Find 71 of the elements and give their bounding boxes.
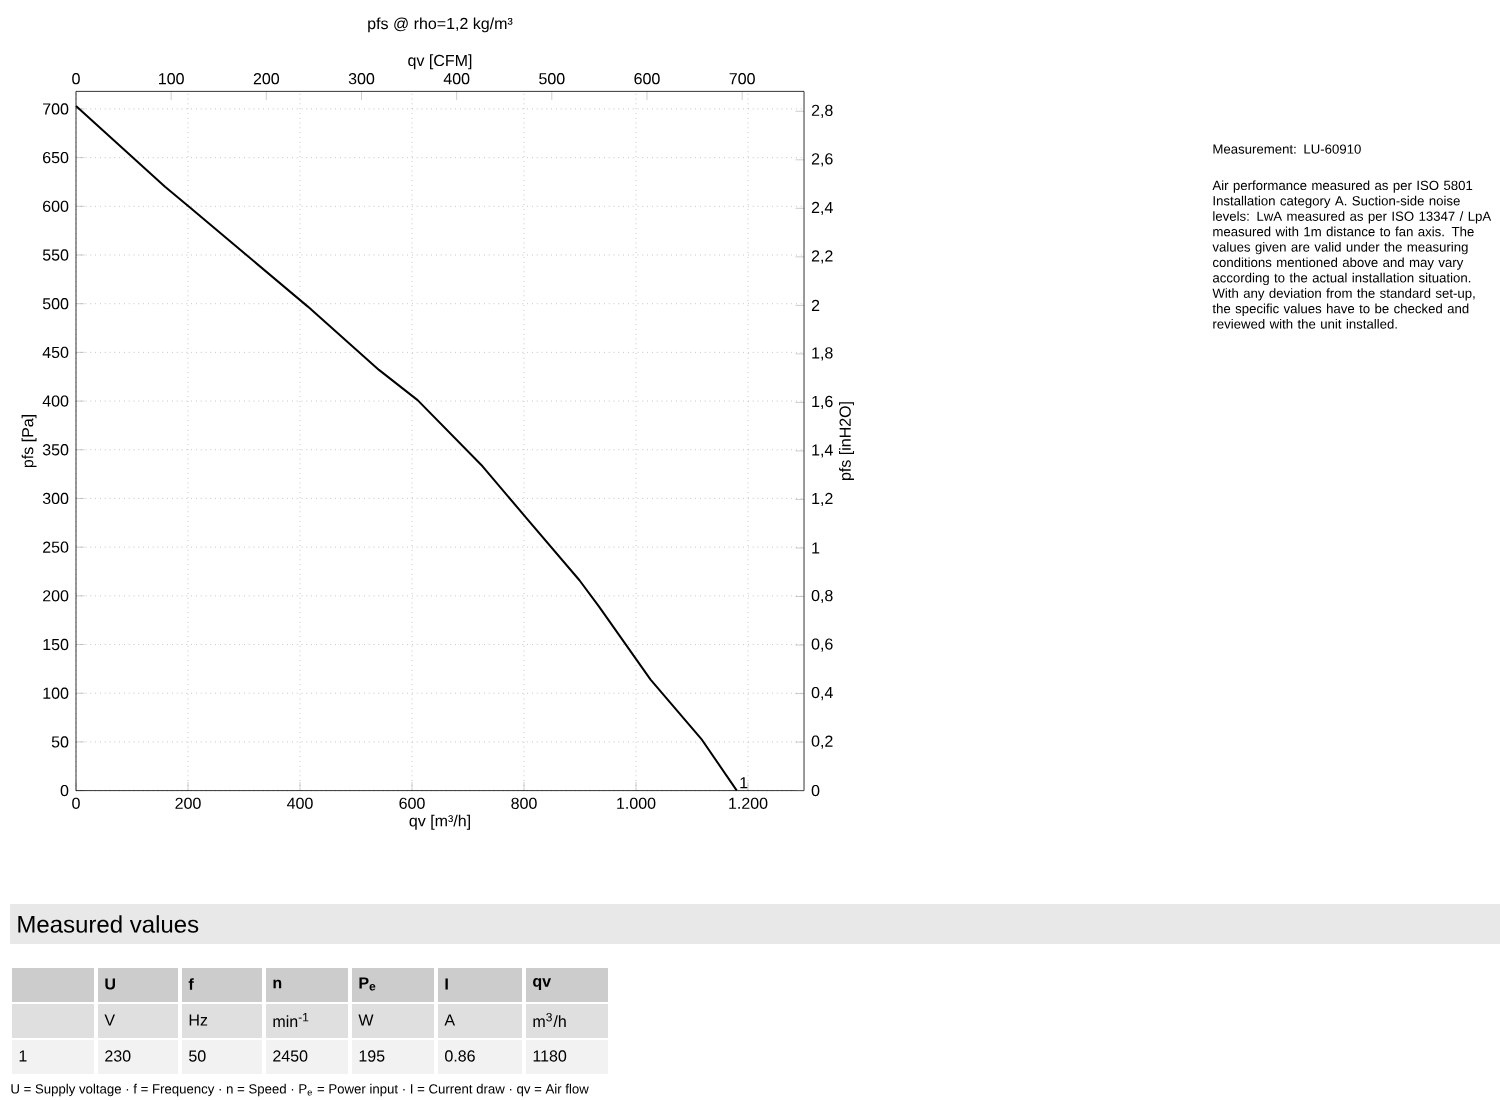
y2-tick-label: 0 — [811, 784, 820, 797]
y-tick-label: 450 — [42, 346, 69, 359]
x2-tick-label: 200 — [253, 73, 280, 85]
y2-tick-label: 2,2 — [811, 250, 833, 264]
y2-tick-label: 1,4 — [812, 444, 833, 458]
text: min$^{-1}$ — [273, 1013, 309, 1027]
y-tick-label: 500 — [42, 298, 69, 310]
x2-axis-title: qv [CFM] — [408, 54, 472, 70]
category-label: P$_{e}$ — [359, 977, 376, 991]
y2-tick-label: 1,6 — [812, 395, 833, 410]
y2-tick-label: 0,2 — [811, 735, 833, 749]
y2-tick-label: 2,4 — [811, 201, 833, 215]
y-tick-label: 700 — [43, 103, 69, 115]
text: Hz — [189, 1014, 208, 1026]
x2-tick-label: 100 — [159, 73, 184, 85]
y-tick-label: 0 — [60, 784, 69, 797]
x2-tick-label: 300 — [348, 73, 375, 85]
y2-tick-label: 0,4 — [811, 686, 833, 701]
text: 1 — [19, 1050, 27, 1062]
category-label: I — [445, 978, 448, 990]
text: V — [104, 1014, 116, 1026]
y2-tick-label: 2,6 — [811, 153, 833, 167]
text: 1180 — [533, 1050, 567, 1062]
x-tick-label: 800 — [511, 797, 537, 809]
x2-tick-label: 700 — [729, 73, 755, 85]
y-tick-label: 50 — [51, 736, 69, 748]
y-tick-label: 400 — [42, 395, 69, 407]
text: W — [358, 1014, 374, 1026]
category-label: f — [188, 978, 194, 990]
y-tick-label: 250 — [43, 541, 69, 553]
x-tick-label: 1.000 — [617, 797, 656, 809]
text: m$^{3}$/h — [533, 1012, 566, 1028]
y-axis-title: pfs [Pa] — [21, 415, 37, 468]
y2-tick-label: 1 — [812, 542, 820, 554]
text: 50 — [189, 1050, 206, 1062]
x-tick-label: 0 — [72, 797, 80, 809]
text: A — [444, 1014, 456, 1026]
text: 0.86 — [445, 1050, 475, 1062]
x-tick-label: 1.200 — [729, 797, 768, 809]
x2-tick-label: 500 — [539, 73, 565, 85]
x2-tick-label: 600 — [634, 73, 660, 85]
text: 230 — [105, 1050, 131, 1062]
x-tick-label: 600 — [399, 797, 425, 809]
x-tick-label: 200 — [175, 797, 201, 809]
x2-tick-label: 400 — [443, 73, 470, 85]
y-tick-label: 350 — [42, 444, 69, 456]
y2-tick-label: 0,8 — [811, 589, 833, 604]
y-tick-label: 300 — [42, 492, 69, 505]
y-tick-label: 200 — [43, 590, 69, 602]
chart-title: pfs @ rho=1,2 kg/m³ — [368, 17, 513, 33]
y2-tick-label: 0,6 — [811, 638, 833, 652]
text: 2450 — [273, 1050, 308, 1062]
y2-tick-label: 1,8 — [812, 347, 833, 361]
y-tick-label: 600 — [43, 200, 69, 212]
y2-axis-title: pfs [inH2O] — [839, 402, 854, 480]
y-tick-label: 150 — [43, 638, 69, 651]
y-tick-label: 650 — [43, 151, 69, 164]
category-label: U — [105, 978, 115, 990]
text: Measured values — [18, 915, 199, 933]
text: 195 — [359, 1050, 385, 1062]
y2-tick-label: 2,8 — [811, 104, 833, 118]
annotation: 1 — [740, 777, 748, 789]
y-tick-label: 100 — [43, 687, 69, 699]
category-label: n — [273, 979, 282, 989]
x2-tick-label: 0 — [72, 73, 80, 85]
y2-tick-label: 1,2 — [812, 492, 833, 507]
category-label: qv — [533, 978, 551, 990]
x-axis-title: qv [m³/h] — [409, 814, 470, 830]
x-tick-label: 400 — [287, 797, 313, 809]
y2-tick-label: 2 — [811, 299, 820, 311]
y-tick-label: 550 — [42, 249, 69, 261]
